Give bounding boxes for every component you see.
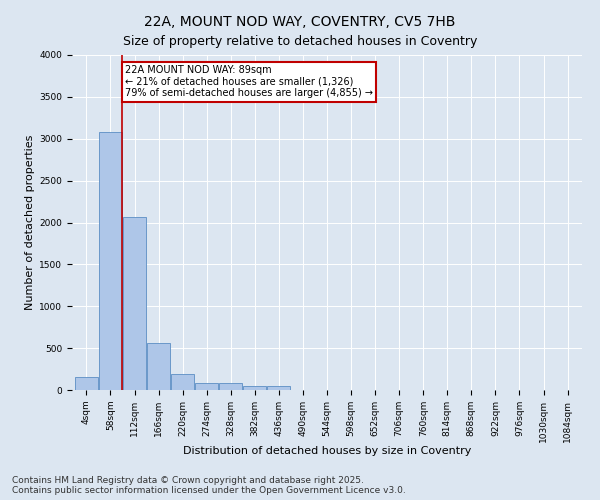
Bar [195, 384, 218, 390]
Text: 22A MOUNT NOD WAY: 89sqm
← 21% of detached houses are smaller (1,326)
79% of sem: 22A MOUNT NOD WAY: 89sqm ← 21% of detach… [125, 65, 373, 98]
Bar [171, 374, 194, 390]
Text: Size of property relative to detached houses in Coventry: Size of property relative to detached ho… [123, 35, 477, 48]
X-axis label: Distribution of detached houses by size in Coventry: Distribution of detached houses by size … [183, 446, 471, 456]
Bar [220, 384, 242, 390]
Bar [268, 386, 290, 390]
Y-axis label: Number of detached properties: Number of detached properties [25, 135, 35, 310]
Bar [244, 386, 266, 390]
Text: Contains HM Land Registry data © Crown copyright and database right 2025.
Contai: Contains HM Land Registry data © Crown c… [12, 476, 406, 495]
Bar [99, 132, 122, 390]
Bar [75, 378, 98, 390]
Bar [147, 343, 170, 390]
Text: 22A, MOUNT NOD WAY, COVENTRY, CV5 7HB: 22A, MOUNT NOD WAY, COVENTRY, CV5 7HB [145, 15, 455, 29]
Bar [123, 218, 146, 390]
